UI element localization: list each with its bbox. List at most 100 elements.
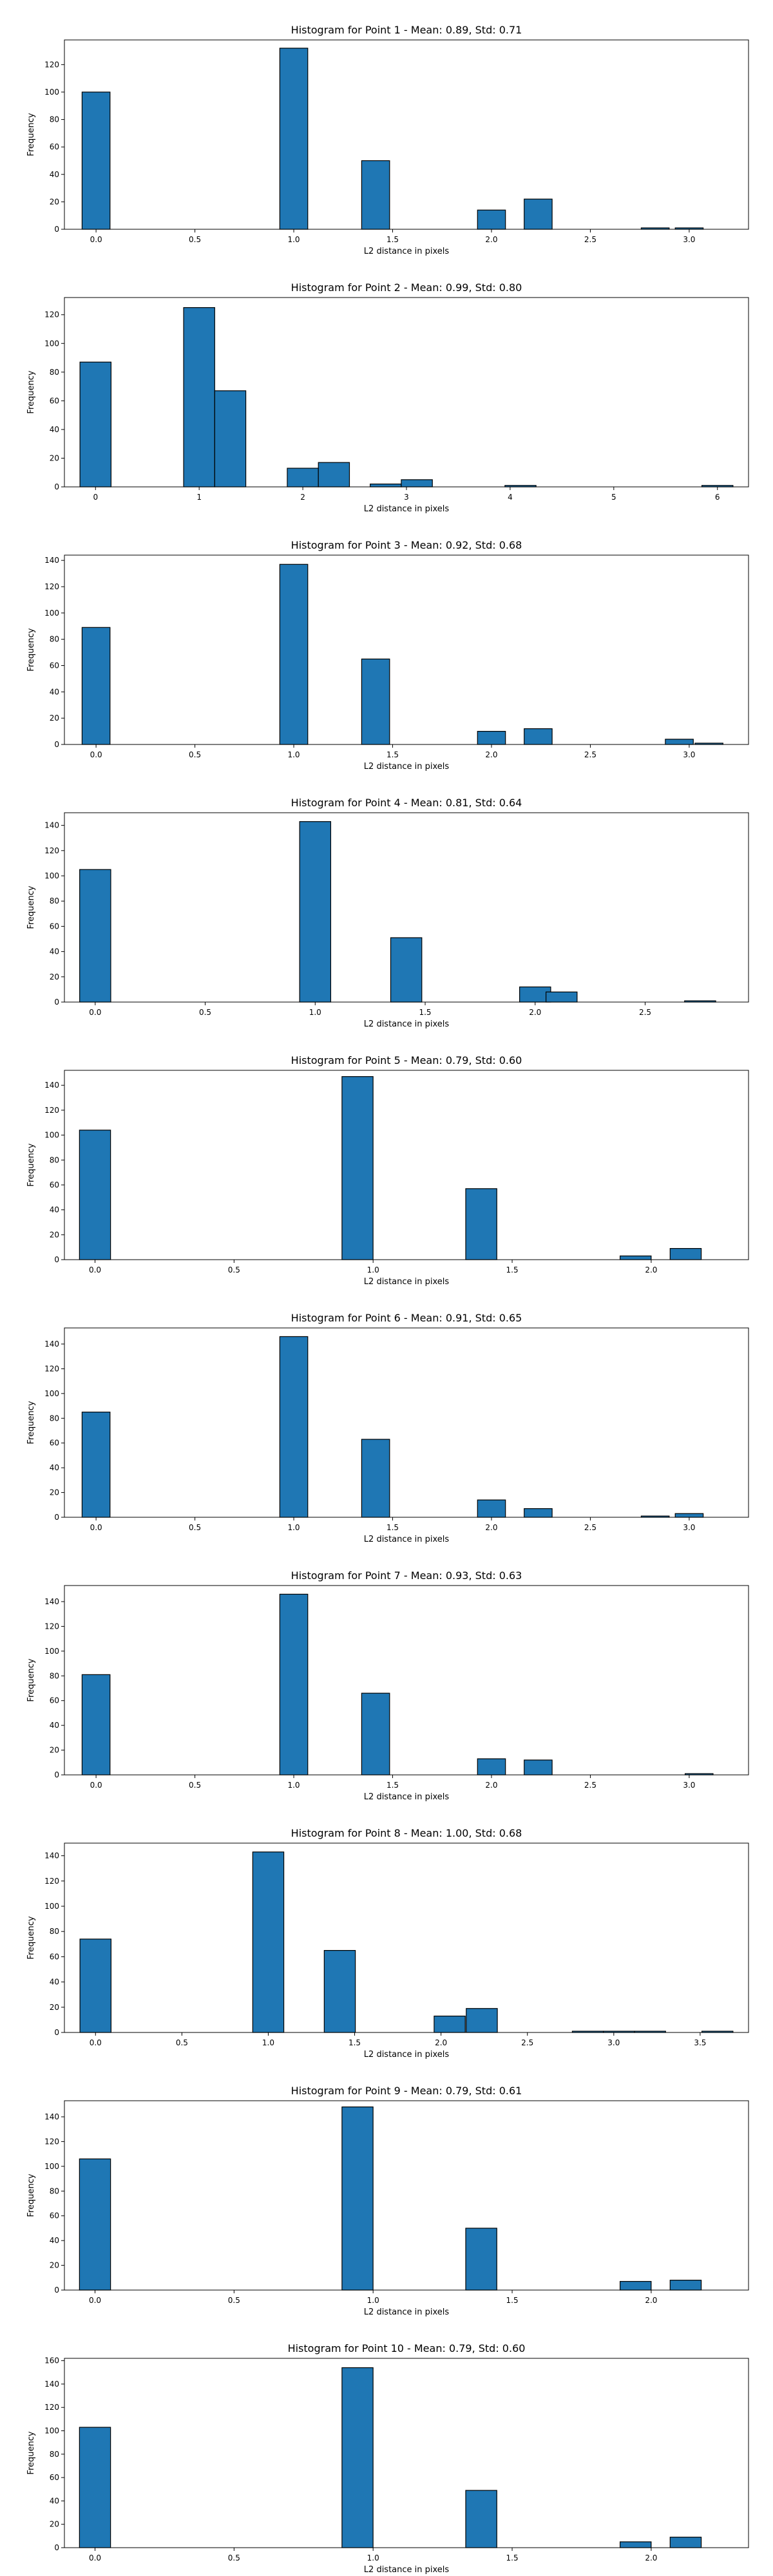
x-tick-label: 0.0	[89, 2296, 101, 2305]
x-tick-label: 1	[196, 493, 202, 502]
y-tick-label: 160	[44, 2356, 59, 2365]
y-tick-label: 40	[50, 1978, 59, 1987]
x-tick-label: 3.0	[683, 750, 695, 759]
histogram-bar	[477, 1499, 506, 1518]
x-tick-label: 3.0	[683, 1523, 695, 1532]
x-tick-label: 1.0	[309, 1008, 321, 1017]
plot-frame	[64, 2100, 749, 2291]
histogram-chart-1: Histogram for Point 1 - Mean: 0.89, Std:…	[26, 24, 749, 256]
y-tick-label: 120	[44, 2137, 59, 2146]
plot-frame	[64, 1585, 749, 1776]
y-tick-label: 60	[50, 2473, 59, 2482]
histogram-panel-7: Histogram for Point 7 - Mean: 0.93, Std:…	[0, 1546, 773, 1803]
bars	[79, 2367, 702, 2548]
chart-title: Histogram for Point 8 - Mean: 1.00, Std:…	[291, 1827, 522, 1839]
y-tick-label: 100	[44, 2162, 59, 2171]
y-axis-label: Frequency	[26, 370, 36, 413]
x-tick-label: 0.0	[90, 750, 102, 759]
histogram-bar	[361, 160, 390, 230]
histogram-bar	[79, 1130, 111, 1260]
y-axis-label: Frequency	[26, 2174, 36, 2217]
x-tick-label: 1.5	[506, 2553, 519, 2562]
x-tick-label: 2	[300, 493, 305, 502]
chart-title: Histogram for Point 9 - Mean: 0.79, Std:…	[291, 2085, 522, 2097]
x-tick-label: 2.0	[485, 235, 497, 244]
x-tick-label: 1.0	[287, 750, 300, 759]
histogram-bar	[465, 2228, 497, 2291]
histogram-bar	[466, 2008, 498, 2033]
x-tick-label: 3.0	[683, 235, 695, 244]
y-tick-label: 40	[50, 1463, 59, 1472]
y-tick-label: 80	[50, 2186, 59, 2195]
y-tick-label: 0	[54, 225, 59, 234]
histogram-chart-10: Histogram for Point 10 - Mean: 0.79, Std…	[26, 2342, 749, 2575]
histogram-chart-9: Histogram for Point 9 - Mean: 0.79, Std:…	[26, 2085, 749, 2317]
x-axis-label: L2 distance in pixels	[364, 504, 450, 514]
y-tick-label: 0	[54, 1513, 59, 1522]
y-tick-label: 140	[44, 2112, 59, 2121]
y-tick-label: 140	[44, 1597, 59, 1606]
x-tick-label: 2.5	[584, 235, 596, 244]
y-tick-label: 100	[44, 88, 59, 97]
plot-frame	[64, 39, 749, 230]
histogram-bar	[361, 1692, 390, 1776]
y-tick-label: 120	[44, 582, 59, 591]
x-tick-label: 3	[404, 493, 409, 502]
histogram-panel-2: Histogram for Point 2 - Mean: 0.99, Std:…	[0, 258, 773, 515]
x-tick-label: 1.0	[367, 1265, 379, 1274]
plot-frame	[64, 1327, 749, 1518]
y-tick-label: 100	[44, 609, 59, 618]
y-tick-label: 20	[50, 1488, 59, 1497]
y-tick-label: 120	[44, 1622, 59, 1631]
x-tick-label: 3.0	[607, 2038, 620, 2047]
histogram-chart-7: Histogram for Point 7 - Mean: 0.93, Std:…	[26, 1569, 749, 1802]
y-tick-label: 20	[50, 1230, 59, 1239]
histogram-bar	[183, 307, 215, 488]
bars	[81, 1336, 704, 1518]
y-tick-label: 100	[44, 871, 59, 880]
x-tick-label: 3.0	[683, 1781, 695, 1790]
x-tick-label: 2.0	[485, 750, 497, 759]
histogram-bar	[341, 2367, 374, 2548]
y-tick-label: 140	[44, 556, 59, 565]
y-tick-label: 100	[44, 339, 59, 348]
histogram-bar	[401, 479, 433, 488]
x-tick-label: 2.0	[645, 2296, 657, 2305]
y-tick-label: 60	[50, 396, 59, 405]
y-axis-label: Frequency	[26, 1401, 36, 1444]
y-tick-label: 120	[44, 846, 59, 855]
x-tick-label: 0.5	[189, 235, 201, 244]
y-tick-label: 60	[50, 1696, 59, 1705]
y-tick-label: 0	[54, 998, 59, 1007]
histogram-bar	[524, 728, 553, 745]
x-axis-label: L2 distance in pixels	[364, 1019, 450, 1029]
x-tick-label: 0.0	[89, 2553, 101, 2562]
x-axis-label: L2 distance in pixels	[364, 2050, 450, 2060]
y-tick-label: 60	[50, 2211, 59, 2221]
histogram-bar	[79, 1938, 112, 2033]
histogram-bar	[524, 1759, 553, 1776]
y-tick-label: 60	[50, 1952, 59, 1961]
y-tick-label: 120	[44, 1106, 59, 1115]
y-tick-label: 80	[50, 1671, 59, 1680]
x-tick-label: 1.0	[262, 2038, 274, 2047]
x-tick-label: 0.0	[89, 1265, 101, 1274]
plot-frame	[64, 554, 749, 745]
y-tick-label: 0	[54, 1255, 59, 1264]
histogram-bar	[361, 658, 390, 745]
x-axis-label: L2 distance in pixels	[364, 2565, 450, 2575]
x-tick-label: 0.0	[90, 1523, 102, 1532]
histogram-panel-9: Histogram for Point 9 - Mean: 0.79, Std:…	[0, 2061, 773, 2318]
y-tick-label: 0	[54, 482, 59, 491]
bars	[79, 821, 716, 1003]
histogram-bar	[370, 483, 402, 488]
x-tick-label: 5	[611, 493, 616, 502]
histogram-bar	[665, 739, 694, 745]
y-tick-label: 100	[44, 1131, 59, 1140]
histogram-panel-6: Histogram for Point 6 - Mean: 0.91, Std:…	[0, 1288, 773, 1546]
histogram-bar	[524, 1508, 553, 1518]
x-tick-label: 2.0	[645, 2553, 657, 2562]
histogram-bar	[79, 869, 111, 1003]
y-tick-label: 80	[50, 635, 59, 644]
